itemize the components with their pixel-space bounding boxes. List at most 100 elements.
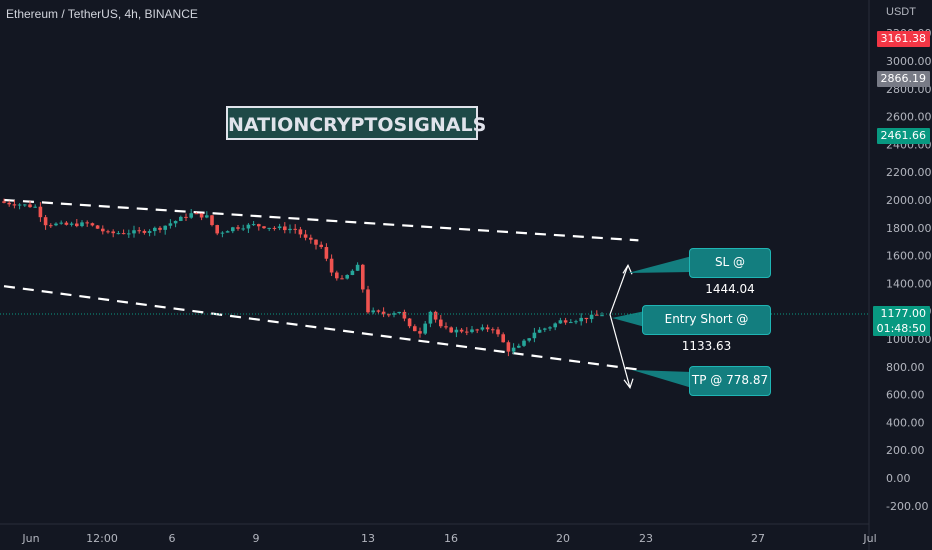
candle-body xyxy=(298,229,303,235)
candle-body xyxy=(231,227,235,232)
candle-body xyxy=(470,329,474,333)
x-tick-label: 27 xyxy=(751,532,765,545)
candle-body xyxy=(355,264,360,271)
candlesticks xyxy=(2,198,604,357)
candle-body xyxy=(537,329,542,333)
candle-body xyxy=(277,226,282,229)
candle-body xyxy=(407,318,412,327)
candle-body xyxy=(319,244,323,248)
candle-body xyxy=(418,331,422,334)
tp-arrow xyxy=(609,314,631,388)
candle-body xyxy=(527,338,531,341)
price-tag-gray: 2866.19 xyxy=(876,71,930,87)
x-tick-label: 16 xyxy=(444,532,458,545)
candle-body xyxy=(563,320,568,323)
candle-body xyxy=(90,223,95,226)
candle-body xyxy=(340,278,344,280)
y-tick-label: 200.00 xyxy=(886,444,925,457)
price-axis: -200.00 0.00 200.00 400.00 600.00 800.00 1000.… xyxy=(886,27,932,513)
sl-arrow-head xyxy=(622,264,633,275)
candle-body xyxy=(54,223,58,226)
x-tick-label: 6 xyxy=(169,532,176,545)
candle-body xyxy=(80,222,84,227)
take-profit-callout[interactable]: TP @ 778.87 xyxy=(689,366,771,396)
candle-body xyxy=(350,270,355,276)
candle-body xyxy=(116,233,121,235)
candle-body xyxy=(314,239,318,245)
x-tick-label: 12:00 xyxy=(86,532,118,545)
candle-body xyxy=(153,227,157,232)
candle-body xyxy=(387,314,391,316)
x-tick-label: 20 xyxy=(556,532,570,545)
x-tick-label: Jul xyxy=(862,532,876,545)
candle-body xyxy=(106,231,110,233)
candle-body xyxy=(257,224,261,227)
candle-body xyxy=(2,201,6,203)
candle-body xyxy=(335,272,339,279)
candle-body xyxy=(251,224,256,226)
candle-body xyxy=(220,232,225,234)
sl-arrow xyxy=(609,265,629,315)
candle-body xyxy=(574,321,578,323)
y-tick-label: 3000.00 xyxy=(886,55,932,68)
candle-body xyxy=(59,222,63,224)
candle-body xyxy=(345,275,349,279)
candle-body xyxy=(142,230,147,233)
x-tick-label: 23 xyxy=(639,532,653,545)
candle-body xyxy=(459,329,464,332)
candle-body xyxy=(267,227,271,229)
candle-body xyxy=(522,340,526,346)
candle-body xyxy=(236,227,240,229)
trendlines xyxy=(3,198,639,371)
sl-callout-pointer xyxy=(628,256,692,273)
y-tick-label: 1800.00 xyxy=(886,222,932,235)
y-tick-label: 1400.00 xyxy=(886,277,932,290)
candle-body xyxy=(199,213,204,218)
candle-body xyxy=(428,311,433,324)
candle-body xyxy=(12,204,17,206)
projection-arrows xyxy=(609,256,692,390)
candle-body xyxy=(517,345,521,348)
candle-body xyxy=(600,315,604,317)
candle-body xyxy=(501,334,505,343)
candle-body xyxy=(511,347,516,352)
candle-body xyxy=(584,317,589,320)
candle-body xyxy=(215,225,219,234)
y-tick-label: 2200.00 xyxy=(886,166,932,179)
candle-body xyxy=(127,233,131,235)
y-tick-label: 400.00 xyxy=(886,416,925,429)
tp-callout-pointer xyxy=(632,370,692,388)
price-tag-red: 3161.38 xyxy=(876,31,930,47)
y-tick-label: 800.00 xyxy=(886,361,925,374)
candle-body xyxy=(579,317,583,322)
candle-body xyxy=(371,310,375,313)
brand-watermark: NATIONCRYPTOSIGNALS xyxy=(226,106,486,140)
candle-body xyxy=(38,206,43,218)
candle-body xyxy=(589,314,594,320)
candle-body xyxy=(288,228,292,231)
y-tick-label: 1000.00 xyxy=(886,333,932,346)
y-tick-label: -200.00 xyxy=(886,500,928,513)
candle-body xyxy=(23,204,27,206)
candle-body xyxy=(184,216,188,218)
candle-body xyxy=(381,311,386,315)
candle-body xyxy=(121,233,126,235)
bar-countdown: 01:48:50 xyxy=(876,322,926,335)
candle-body xyxy=(496,329,500,335)
candle-body xyxy=(95,225,100,229)
candle-body xyxy=(137,230,141,232)
symbol-legend: Ethereum / TetherUS, 4h, BINANCE xyxy=(6,7,198,21)
stop-loss-callout[interactable]: SL @ 1444.04 xyxy=(689,248,771,296)
y-tick-label: 2000.00 xyxy=(886,194,932,207)
trendline xyxy=(3,285,639,371)
time-axis: Jun 12:00 6 9 13 16 20 23 27 Jul xyxy=(21,532,876,545)
candle-body xyxy=(548,327,552,329)
x-tick-label: 9 xyxy=(253,532,260,545)
y-tick-label: 0.00 xyxy=(886,472,911,485)
candle-body xyxy=(262,226,266,229)
candle-body xyxy=(163,225,167,230)
y-tick-label: 1600.00 xyxy=(886,250,932,263)
entry-callout[interactable]: Entry Short @ 1133.63 xyxy=(642,305,771,353)
currency-label: USDT xyxy=(886,6,916,18)
